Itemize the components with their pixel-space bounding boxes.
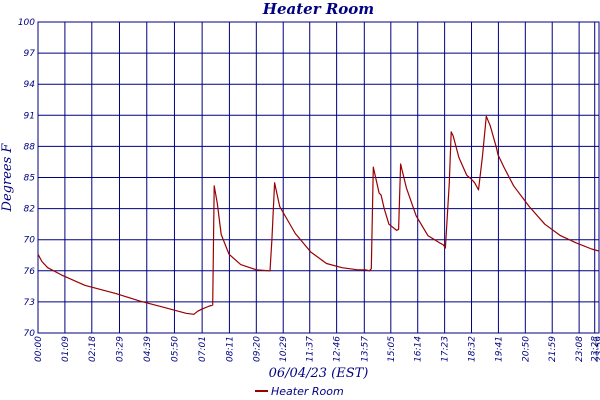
x-tick-label: 13:57 bbox=[360, 336, 370, 362]
x-tick-label: 09:20 bbox=[252, 336, 262, 362]
x-tick-label: 04:39 bbox=[143, 336, 153, 362]
y-tick-label: 88 bbox=[24, 142, 36, 152]
x-tick-label: 17:23 bbox=[441, 336, 451, 362]
x-tick-label: 00:00 bbox=[34, 336, 44, 362]
y-axis-label: Degrees F bbox=[0, 143, 15, 213]
grid bbox=[37, 21, 600, 334]
x-tick-label: 10:29 bbox=[279, 336, 289, 362]
x-tick-labels: 00:00 01:09 02:18 03:29 04:39 05:50 07:01 08:11… bbox=[34, 336, 600, 362]
y-tick-label: 76 bbox=[24, 267, 36, 277]
x-tick-label: 23:08 bbox=[575, 336, 585, 362]
plot-frame bbox=[37, 21, 600, 334]
chart-title: Heater Room bbox=[262, 0, 374, 18]
x-tick-label: 01:09 bbox=[61, 336, 71, 362]
x-tick-label: 05:50 bbox=[170, 336, 180, 362]
y-tick-label: 100 bbox=[18, 18, 35, 28]
y-tick-label: 91 bbox=[24, 111, 35, 121]
x-tick-label: 23:28 bbox=[591, 336, 600, 362]
x-tick-label: 20:50 bbox=[521, 336, 531, 362]
y-tick-label: 97 bbox=[24, 49, 36, 59]
x-tick-label: 19:41 bbox=[494, 336, 504, 362]
series-line bbox=[37, 115, 600, 315]
y-tick-labels: 70 73 76 70 82 85 88 91 94 97 100 bbox=[18, 18, 35, 339]
y-tick-label: 73 bbox=[24, 298, 36, 308]
x-tick-label: 03:29 bbox=[115, 336, 125, 362]
x-tick-label: 12:46 bbox=[333, 336, 343, 362]
y-tick-label: 85 bbox=[24, 174, 36, 184]
x-tick-label: 08:11 bbox=[225, 336, 235, 362]
x-tick-label: 07:01 bbox=[198, 336, 208, 362]
y-tick-label: 70 bbox=[24, 236, 36, 246]
x-tick-label: 15:05 bbox=[387, 336, 397, 362]
x-tick-label: 02:18 bbox=[88, 336, 98, 362]
y-tick-label: 82 bbox=[24, 205, 36, 215]
series-layer bbox=[37, 115, 600, 315]
x-tick-label: 18:32 bbox=[468, 336, 478, 362]
y-tick-label: 70 bbox=[24, 329, 36, 339]
legend: Heater Room bbox=[255, 385, 344, 398]
y-tick-label: 94 bbox=[24, 80, 36, 90]
x-tick-label: 11:37 bbox=[306, 336, 316, 362]
x-axis-label: 06/04/23 (EST) bbox=[269, 366, 369, 381]
x-tick-label: 23:59 bbox=[595, 336, 600, 362]
x-tick-label: 21:59 bbox=[548, 336, 558, 362]
x-tick-label: 16:14 bbox=[414, 336, 424, 362]
legend-label: Heater Room bbox=[271, 385, 344, 398]
